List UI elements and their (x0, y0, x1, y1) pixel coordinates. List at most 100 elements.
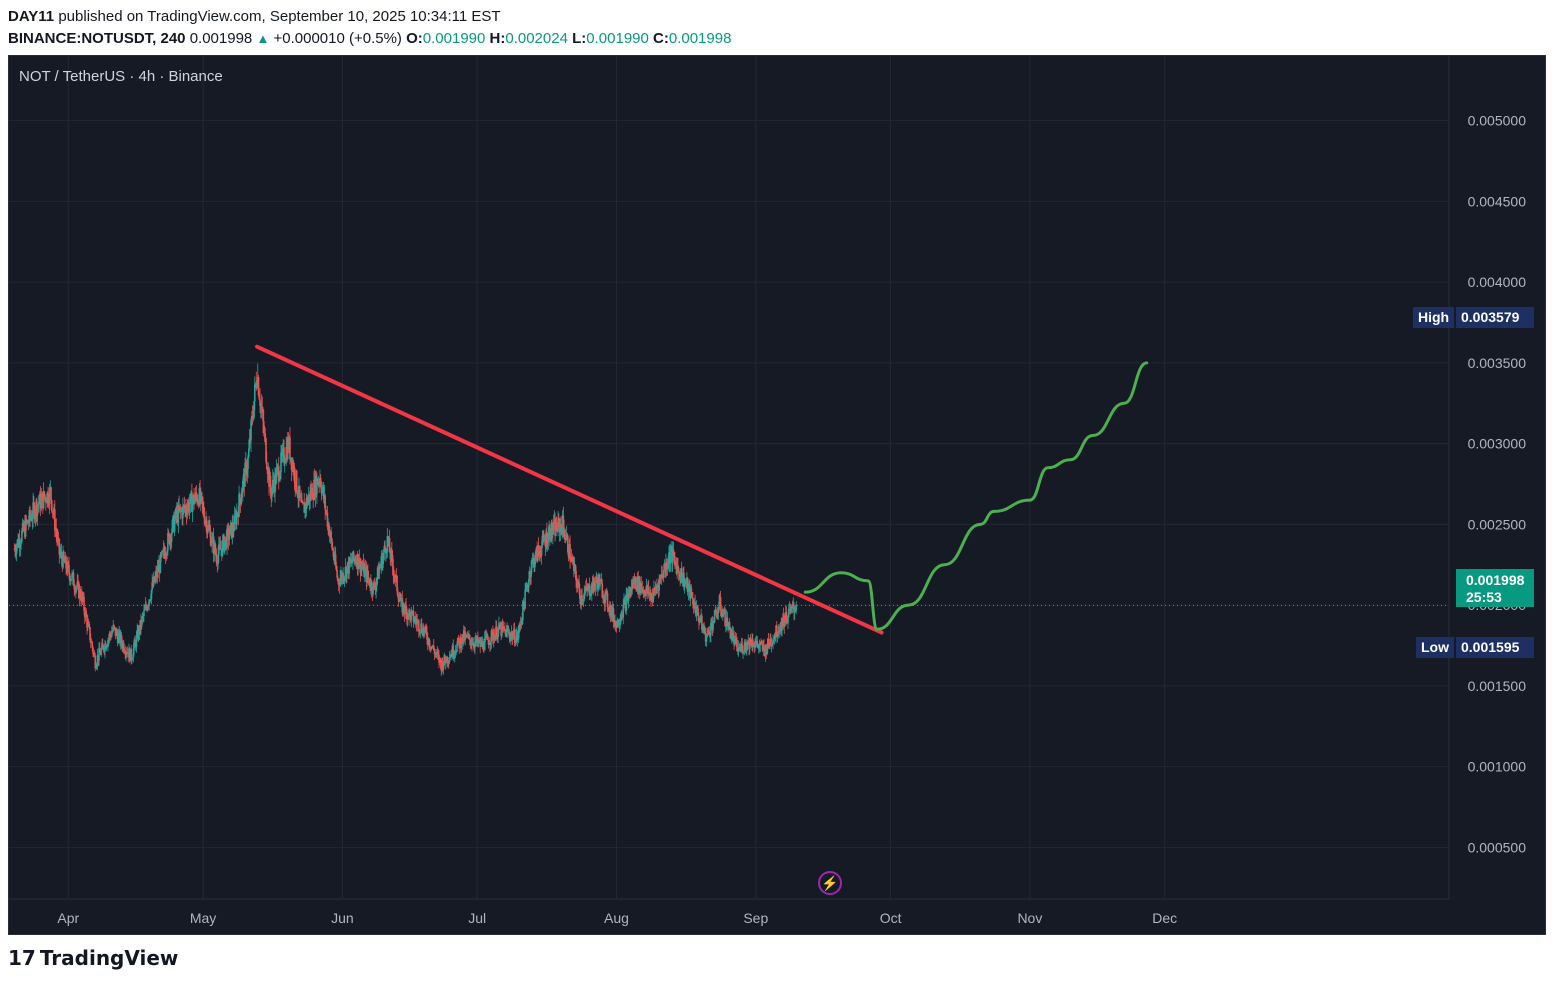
candle-down (426, 631, 428, 640)
candle-up (776, 636, 779, 638)
candle-up (712, 621, 714, 631)
candle-down (262, 420, 265, 433)
candle-down (601, 583, 604, 598)
candle-up (66, 562, 69, 573)
candle-up (464, 633, 467, 640)
candle-up (541, 535, 544, 546)
candle-down (388, 538, 391, 553)
author-name[interactable]: DAY11 (8, 8, 55, 25)
candle-up (182, 505, 184, 519)
candle-up (206, 530, 209, 534)
candle-down (562, 515, 565, 528)
candle-up (777, 631, 780, 637)
candle-up (256, 384, 258, 388)
candle-up (442, 665, 445, 670)
candle-down (702, 626, 705, 629)
candle-up (107, 637, 110, 640)
candle-down (728, 622, 731, 628)
candle-up (275, 469, 278, 484)
candle-up (211, 536, 213, 544)
candle-up (517, 632, 520, 640)
candle-up (655, 586, 657, 591)
candle-down (678, 573, 681, 575)
candle-down (437, 653, 440, 655)
x-tick-label: Jun (331, 910, 354, 926)
candle-up (565, 535, 568, 540)
candle-down (487, 639, 490, 645)
candle-up (599, 579, 601, 587)
candle-down (359, 558, 362, 573)
candle-up (581, 599, 584, 602)
candle-up (188, 504, 191, 512)
candle-down (593, 577, 595, 585)
candle-up (592, 577, 595, 592)
chart-area[interactable]: 0.005000 0.004500 0.004000 0.003500 0.003000… (8, 55, 1546, 935)
candle-down (70, 579, 73, 581)
candle-down (264, 433, 267, 439)
candle-up (772, 639, 774, 645)
candle-down (298, 485, 301, 496)
candle-down (574, 564, 577, 571)
candle-up (284, 460, 287, 463)
candle-down (325, 511, 328, 513)
candle-up (250, 419, 252, 441)
tradingview-mark-icon: 17 (8, 946, 36, 970)
candle-down (335, 566, 338, 571)
candle-down (72, 572, 75, 586)
price-chart[interactable]: 0.005000 0.004500 0.004000 0.003500 0.003000… (9, 56, 1546, 935)
candle-up (662, 569, 665, 578)
candle-down (571, 557, 574, 561)
candle-up (31, 518, 34, 521)
candle-down (763, 645, 765, 649)
candle-up (36, 505, 39, 516)
candle-down (391, 550, 393, 556)
candle-down (342, 573, 344, 582)
candle-up (449, 656, 452, 658)
candle-up (706, 633, 708, 638)
candle-down (272, 479, 275, 485)
candle-down (361, 566, 363, 568)
candle-down (439, 658, 442, 663)
y-tick-label: 0.004000 (1468, 274, 1527, 290)
candle-up (143, 610, 145, 616)
candle-up (170, 532, 173, 542)
candle-up (681, 580, 684, 583)
candle-up (19, 544, 22, 548)
candle-down (549, 527, 551, 541)
candle-up (316, 478, 318, 495)
candle-down (707, 628, 710, 632)
candle-up (546, 542, 549, 547)
candle-up (224, 541, 226, 552)
candle-up (133, 640, 136, 649)
candle-down (385, 548, 387, 554)
candle-down (508, 631, 511, 637)
candle-down (332, 549, 335, 557)
candle-up (166, 550, 168, 555)
candle-up (278, 478, 281, 481)
candle-down (567, 535, 569, 553)
candle-down (214, 542, 216, 553)
tradingview-logo[interactable]: 17 TradingView (8, 946, 178, 970)
candle-down (337, 580, 340, 584)
candle-up (106, 645, 109, 647)
candle-down (330, 531, 332, 539)
candle-down (527, 586, 529, 588)
candle-down (63, 551, 65, 559)
candle-up (343, 578, 345, 582)
candle-down (261, 408, 264, 410)
candle-down (785, 611, 788, 620)
candle-down (201, 496, 204, 505)
candle-up (456, 644, 458, 652)
candle-down (357, 554, 359, 569)
candle-up (484, 635, 487, 639)
candle-down (206, 520, 208, 534)
candle-down (102, 645, 105, 651)
candle-down (420, 623, 423, 633)
candle-up (413, 621, 416, 623)
candle-down (47, 492, 49, 503)
lightning-icon[interactable]: ⚡ (818, 871, 842, 895)
x-tick-label: Aug (604, 910, 629, 926)
candle-down (134, 640, 136, 642)
candle-up (382, 552, 385, 558)
candle-up (652, 595, 654, 603)
